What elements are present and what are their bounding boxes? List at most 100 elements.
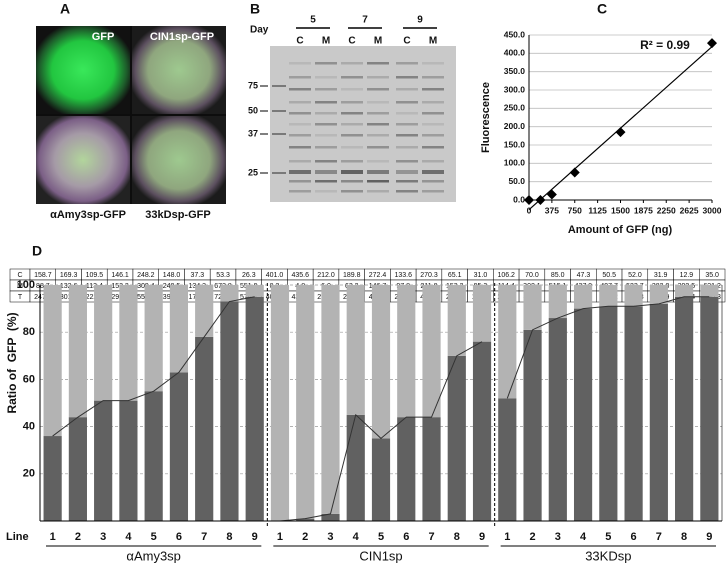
group-label: 33KDsp (585, 548, 631, 563)
gel-band (315, 146, 337, 149)
day-label: Day (250, 25, 269, 36)
x-tick-label: 9 (479, 531, 485, 543)
bar-segment (371, 285, 391, 439)
gel-band (422, 112, 444, 115)
x-tick-label: 3 (100, 531, 106, 543)
marker-label: 25 (248, 167, 258, 177)
plot-area (529, 35, 712, 200)
gel-band (422, 88, 444, 91)
data-point (707, 38, 717, 49)
gel-band (422, 146, 444, 149)
bar-segment (68, 285, 87, 418)
gel-band (341, 62, 363, 65)
bar-segment (119, 285, 138, 401)
y-tick-label: 400.0 (504, 48, 526, 58)
table-value: 301.9 (60, 294, 78, 301)
table-value: 212.0 (317, 272, 335, 279)
x-tick-label: 1 (504, 531, 510, 543)
bar-segment (700, 296, 719, 521)
x-tick-label: 1125 (588, 205, 607, 215)
lane-label: M (429, 36, 437, 47)
gel-band (315, 88, 337, 91)
x-tick-label: 1 (277, 531, 283, 543)
day-number: 9 (417, 15, 423, 26)
x-tick-label: 8 (681, 531, 687, 543)
bar-segment (144, 285, 163, 392)
table-value: 133.6 (394, 272, 412, 279)
gel-band (367, 180, 389, 183)
bar-segment (296, 285, 315, 519)
x-tick-label: 7 (428, 531, 434, 543)
gel-band (422, 170, 444, 174)
bar-segment (94, 400, 113, 521)
bar-segment (43, 285, 62, 437)
bar-segment (675, 296, 694, 521)
x-tick-label: 2 (302, 531, 308, 543)
table-value: 401.0 (266, 272, 284, 279)
table-value: 132.6 (60, 283, 78, 290)
gel-band (396, 62, 418, 65)
y-tick-label: 40 (23, 421, 35, 433)
table-value: 65.1 (448, 272, 462, 279)
gel-band (396, 101, 418, 104)
gel-band (341, 112, 363, 115)
x-tick-label: 3000 (703, 205, 722, 215)
gel-band (367, 160, 389, 163)
y-tick-label: 150.0 (504, 139, 526, 149)
gel-band (341, 146, 363, 149)
x-tick-label: 5 (378, 531, 384, 543)
gel-band (315, 101, 337, 104)
image-label: GFP (92, 31, 115, 43)
x-tick-label: 8 (454, 531, 460, 543)
bar-segment (573, 308, 593, 521)
gel-band (341, 101, 363, 104)
ratio-line (279, 341, 483, 522)
gel-band (315, 112, 337, 115)
gel-band (289, 123, 311, 126)
bar-segment (422, 285, 441, 418)
gel-band (289, 180, 311, 183)
y-tick-label: 100.0 (504, 158, 526, 168)
y-tick-label: 200.0 (504, 121, 526, 131)
annotation: R² = 0.99 (640, 38, 690, 52)
bar-segment (119, 400, 138, 521)
table-value: 247.4 (34, 294, 52, 301)
x-tick-label: 4 (353, 531, 360, 543)
panel-label: A (60, 1, 70, 17)
bar-segment (43, 436, 62, 521)
gel-band (367, 134, 389, 137)
ladder-band (272, 110, 286, 112)
y-tick-label: 0.0 (513, 194, 525, 204)
bar-segment (472, 285, 492, 342)
bar-segment (599, 306, 618, 521)
bar-segment (169, 285, 189, 373)
gel-band (367, 146, 389, 149)
bar-segment (548, 285, 567, 319)
gel-band (396, 76, 418, 79)
gel-band (396, 134, 418, 137)
gel-band (367, 190, 389, 193)
group-label: CIN1sp (359, 548, 402, 563)
gel-band (315, 123, 337, 126)
bar-segment (270, 285, 290, 521)
x-tick-label: 3 (327, 531, 333, 543)
bar-segment (144, 391, 163, 521)
gel-band (396, 190, 418, 193)
gel-band (367, 112, 389, 115)
gel-band (315, 62, 337, 65)
table-value: 148.0 (163, 272, 181, 279)
gel-band (341, 134, 363, 137)
bar-segment (523, 329, 542, 521)
gel-band (396, 180, 418, 183)
table-value: 169.3 (60, 272, 78, 279)
gel-band (341, 170, 363, 174)
y-axis-label: Fluorescence (480, 82, 492, 153)
bar-segment (700, 285, 719, 297)
gel-band (367, 101, 389, 104)
gel-band (396, 88, 418, 91)
micrographs (36, 26, 226, 204)
table-value: 272.4 (369, 272, 387, 279)
day-number: 7 (362, 15, 368, 26)
bar-segment (523, 285, 542, 330)
